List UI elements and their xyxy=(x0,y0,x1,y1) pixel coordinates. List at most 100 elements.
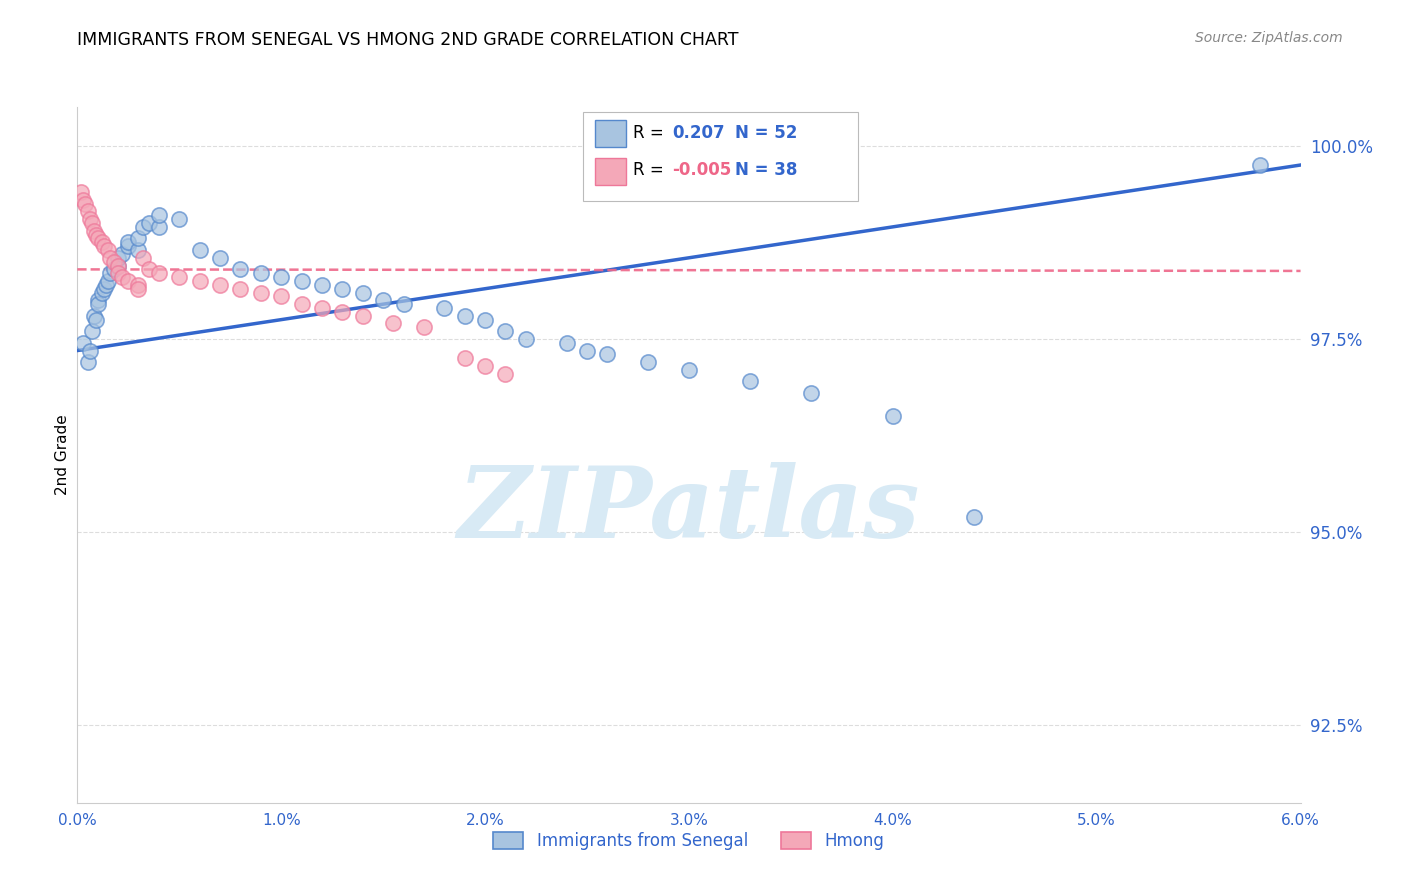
Point xyxy=(107,251,129,265)
Point xyxy=(117,239,139,253)
Point xyxy=(229,282,252,296)
Point xyxy=(495,324,517,338)
Point xyxy=(70,185,93,199)
Text: IMMIGRANTS FROM SENEGAL VS HMONG 2ND GRADE CORRELATION CHART: IMMIGRANTS FROM SENEGAL VS HMONG 2ND GRA… xyxy=(77,31,738,49)
Point xyxy=(107,259,129,273)
Point xyxy=(83,309,105,323)
Point xyxy=(90,285,112,300)
Text: R =: R = xyxy=(633,161,664,179)
Point xyxy=(392,297,415,311)
Point xyxy=(87,231,110,245)
Point xyxy=(138,262,160,277)
Point xyxy=(131,219,153,234)
Point xyxy=(87,297,110,311)
Point xyxy=(76,355,98,369)
Point xyxy=(107,266,129,280)
Point xyxy=(76,204,98,219)
Point xyxy=(882,409,904,424)
Point xyxy=(352,309,374,323)
Point xyxy=(371,293,394,308)
Text: N = 38: N = 38 xyxy=(735,161,797,179)
Point xyxy=(79,343,101,358)
Point xyxy=(270,270,292,285)
Point xyxy=(495,367,517,381)
Point xyxy=(169,270,191,285)
Point xyxy=(93,282,115,296)
Point xyxy=(311,277,333,292)
Point xyxy=(98,251,121,265)
Point xyxy=(79,212,101,227)
Point xyxy=(72,335,94,350)
Point xyxy=(103,254,125,268)
Point xyxy=(209,277,232,292)
Point xyxy=(97,274,120,288)
Point xyxy=(128,277,150,292)
Y-axis label: 2nd Grade: 2nd Grade xyxy=(55,415,70,495)
Point xyxy=(128,243,150,257)
Point xyxy=(148,219,170,234)
Point xyxy=(740,375,762,389)
Point xyxy=(596,347,619,361)
Point xyxy=(80,216,103,230)
Point xyxy=(80,324,103,338)
Legend: Immigrants from Senegal, Hmong: Immigrants from Senegal, Hmong xyxy=(486,826,891,857)
Point xyxy=(72,193,94,207)
Point xyxy=(128,231,150,245)
Point xyxy=(148,266,170,280)
Point xyxy=(103,262,125,277)
Point xyxy=(111,247,134,261)
Point xyxy=(291,274,314,288)
Point xyxy=(382,317,405,331)
Point xyxy=(270,289,292,303)
Point xyxy=(311,301,333,315)
Point xyxy=(209,251,232,265)
Point xyxy=(637,355,659,369)
Point xyxy=(229,262,252,277)
Point xyxy=(111,270,134,285)
Point xyxy=(94,277,117,292)
Point xyxy=(75,196,97,211)
Point xyxy=(474,359,496,373)
Point xyxy=(148,208,170,222)
Point xyxy=(84,227,107,242)
Point xyxy=(117,274,139,288)
Point xyxy=(454,309,477,323)
Text: R =: R = xyxy=(633,124,664,142)
Point xyxy=(576,343,599,358)
Point xyxy=(291,297,314,311)
Text: ZIPatlas: ZIPatlas xyxy=(458,462,920,558)
Point xyxy=(138,216,160,230)
Point xyxy=(188,243,211,257)
Text: Source: ZipAtlas.com: Source: ZipAtlas.com xyxy=(1195,31,1343,45)
Point xyxy=(474,312,496,326)
Point xyxy=(250,266,273,280)
Point xyxy=(250,285,273,300)
Point xyxy=(188,274,211,288)
Point xyxy=(87,293,110,308)
Text: N = 52: N = 52 xyxy=(735,124,797,142)
Text: -0.005: -0.005 xyxy=(672,161,731,179)
Point xyxy=(555,335,578,350)
Point xyxy=(107,259,129,273)
Point xyxy=(169,212,191,227)
Point xyxy=(1249,158,1271,172)
Point xyxy=(515,332,537,346)
Point xyxy=(84,312,107,326)
Point xyxy=(963,509,986,524)
Point xyxy=(93,239,115,253)
Text: 0.207: 0.207 xyxy=(672,124,724,142)
Point xyxy=(413,320,436,334)
Point xyxy=(352,285,374,300)
Point xyxy=(128,282,150,296)
Point xyxy=(97,243,120,257)
Point xyxy=(433,301,456,315)
Point xyxy=(98,266,121,280)
Point xyxy=(800,386,823,401)
Point xyxy=(332,305,354,319)
Point xyxy=(332,282,354,296)
Point xyxy=(131,251,153,265)
Point xyxy=(454,351,477,366)
Point xyxy=(83,224,105,238)
Point xyxy=(678,363,700,377)
Point xyxy=(90,235,112,250)
